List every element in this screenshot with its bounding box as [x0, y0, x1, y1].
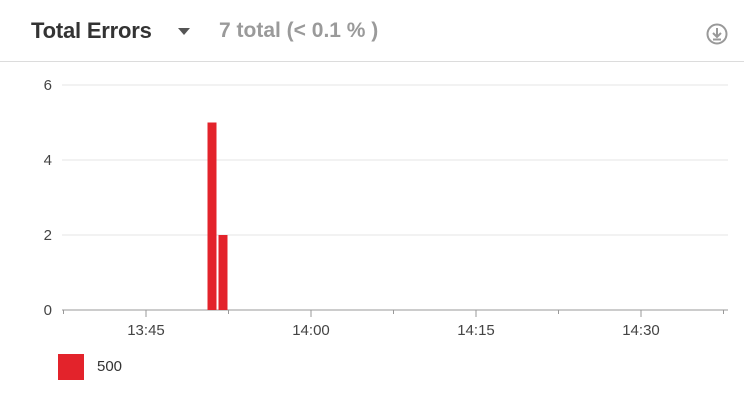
- download-icon[interactable]: [706, 23, 728, 45]
- error-chart: 0 2 4 6 13:45 14:00 14:15 14:30: [44, 77, 728, 339]
- legend-label-500[interactable]: 500: [97, 358, 123, 375]
- x-tick-label: 14:00: [292, 322, 330, 339]
- y-tick-label: 4: [44, 152, 52, 169]
- x-tick-label: 13:45: [127, 322, 165, 339]
- chart-header: Total Errors 7 total (< 0.1 % ): [0, 0, 744, 62]
- bar-500-1351: [207, 122, 217, 310]
- y-tick-label: 0: [44, 302, 52, 319]
- x-tick-label: 14:15: [457, 322, 495, 339]
- y-tick-label: 2: [44, 227, 52, 244]
- caret-down-icon[interactable]: [178, 28, 190, 35]
- y-tick-label: 6: [44, 77, 52, 94]
- chart-title: Total Errors: [31, 18, 152, 43]
- bar-500-1352: [218, 235, 228, 310]
- error-summary: 7 total (< 0.1 % ): [219, 19, 379, 42]
- x-tick-label: 14:30: [622, 322, 660, 339]
- legend-swatch-500[interactable]: [58, 354, 84, 380]
